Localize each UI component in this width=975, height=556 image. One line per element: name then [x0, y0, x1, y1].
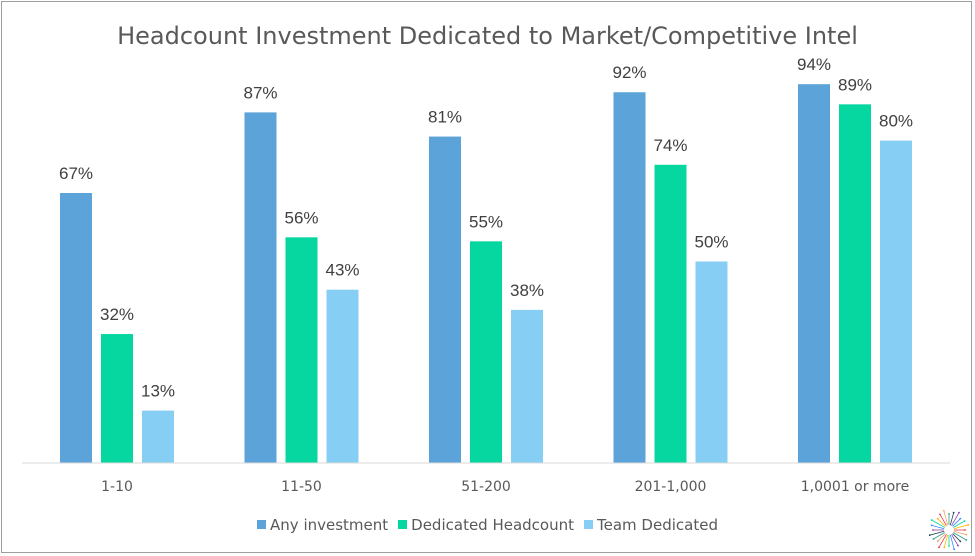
bar-dedicated-headcount-51-200 [470, 241, 502, 463]
logo-dot [958, 511, 960, 514]
data-labels-layer: 67% 32% 13% 87% 56% 43% 81% 55% 38% 92% 74% 50% 94% 8… [59, 55, 913, 400]
bar-team-dedicated-1-0001-or-more [880, 140, 912, 463]
logo-dot [942, 510, 945, 512]
x-tick-label-1-10: 1-10 [101, 479, 133, 495]
data-label-any-investment-11-50: 87% [243, 83, 277, 102]
logo-dot [952, 511, 955, 514]
legend-item-any-investment: Any investment [257, 516, 388, 534]
starburst-logo-icon [929, 510, 969, 550]
bar-any-investment-51-200 [429, 136, 461, 463]
logo-ray [952, 533, 961, 542]
logo-dot [930, 519, 933, 521]
legend-swatch-team-dedicated [584, 520, 594, 529]
data-label-any-investment-51-200: 81% [428, 108, 462, 127]
logo-ray [931, 519, 945, 528]
x-tick-label-1-0001-or-more: 1,0001 or more [801, 479, 909, 495]
bar-any-investment-11-50 [244, 112, 277, 463]
logo-dot [948, 545, 950, 547]
x-tick-label-11-50: 11-50 [281, 479, 322, 495]
legend-item-team-dedicated: Team Dedicated [584, 516, 718, 534]
logo-dot [938, 546, 940, 549]
logo-ray [938, 534, 947, 548]
data-label-dedicated-headcount-1-10: 32% [100, 305, 134, 324]
data-label-dedicated-headcount-1-0001-or-more: 89% [838, 75, 872, 94]
chart-title: Headcount Investment Dedicated to Market… [117, 22, 858, 50]
logo-ray [953, 532, 967, 541]
data-label-team-dedicated-1-10: 13% [141, 382, 175, 401]
logo-dot [953, 548, 956, 550]
logo-dot [959, 517, 962, 520]
data-label-dedicated-headcount-51-200: 55% [469, 212, 503, 231]
logo-ray [953, 530, 967, 536]
logo-ray [939, 514, 947, 526]
bar-dedicated-headcount-11-50 [285, 237, 318, 463]
logo-ray [951, 512, 960, 526]
logo-dot [963, 520, 966, 522]
bar-team-dedicated-1-10 [142, 410, 174, 463]
logo-dot [965, 533, 968, 536]
bar-team-dedicated-201-1-000 [695, 261, 728, 463]
data-label-any-investment-201-1-000: 92% [612, 63, 646, 82]
logo-dot [959, 540, 962, 543]
logo-ray [949, 534, 955, 550]
logo-dot [957, 544, 959, 547]
x-tick-labels-layer: 1-10 11-50 51-200 201-1,000 1,0001 or more [101, 479, 909, 495]
bar-dedicated-headcount-201-1-000 [654, 164, 687, 463]
logo-ray [931, 524, 945, 530]
legend-swatch-dedicated-headcount [398, 520, 408, 529]
bar-dedicated-headcount-1-0001-or-more [839, 104, 871, 463]
logo-ray [951, 534, 959, 546]
logo-dot [932, 529, 934, 531]
logo-dot [936, 540, 939, 543]
data-label-dedicated-headcount-11-50: 56% [284, 208, 318, 227]
logo-dot [936, 517, 939, 520]
logo-dot [929, 534, 931, 537]
logo-ray [953, 524, 969, 530]
logo-dot [964, 529, 966, 531]
logo-ray [943, 510, 949, 526]
logo-ray [929, 530, 945, 536]
logo-dot [939, 513, 941, 516]
logo-dot [948, 513, 950, 515]
logo-ray [937, 518, 946, 527]
legend-item-dedicated-headcount: Dedicated Headcount [398, 516, 574, 534]
logo-dot [967, 523, 969, 526]
data-label-any-investment-1-10: 67% [59, 164, 93, 183]
legend: Any investment Dedicated Headcount Team De… [0, 516, 975, 534]
logo-ray [952, 518, 961, 527]
x-tick-label-201-1-000: 201-1,000 [635, 479, 707, 495]
data-label-dedicated-headcount-201-1-000: 74% [653, 136, 687, 155]
x-tick-label-51-200: 51-200 [461, 479, 511, 495]
bar-any-investment-201-1-000 [613, 92, 646, 464]
data-label-team-dedicated-11-50: 43% [325, 261, 359, 280]
bar-team-dedicated-11-50 [326, 289, 359, 463]
logo-dot [932, 538, 935, 540]
bars-layer [60, 84, 912, 464]
legend-swatch-any-investment [257, 520, 267, 529]
legend-label-team-dedicated: Team Dedicated [597, 516, 718, 534]
bar-team-dedicated-51-200 [511, 309, 543, 463]
logo-ray [949, 512, 955, 526]
logo-ray [943, 534, 949, 548]
data-label-team-dedicated-1-0001-or-more: 80% [879, 112, 913, 131]
bar-any-investment-1-10 [60, 192, 92, 464]
data-label-any-investment-1-0001-or-more: 94% [797, 55, 831, 74]
logo-ray [953, 520, 965, 528]
data-label-team-dedicated-201-1-000: 50% [694, 233, 728, 252]
bar-dedicated-headcount-1-10 [101, 334, 133, 463]
logo-ray [937, 533, 946, 542]
logo-dot [930, 524, 933, 527]
legend-label-any-investment: Any investment [270, 516, 389, 534]
logo-dot [965, 539, 968, 541]
logo-ray [933, 532, 945, 540]
legend-label-dedicated-headcount: Dedicated Headcount [411, 516, 575, 534]
bar-any-investment-1-0001-or-more [798, 84, 830, 464]
logo-dot [943, 546, 946, 549]
data-label-team-dedicated-51-200: 38% [510, 281, 544, 300]
